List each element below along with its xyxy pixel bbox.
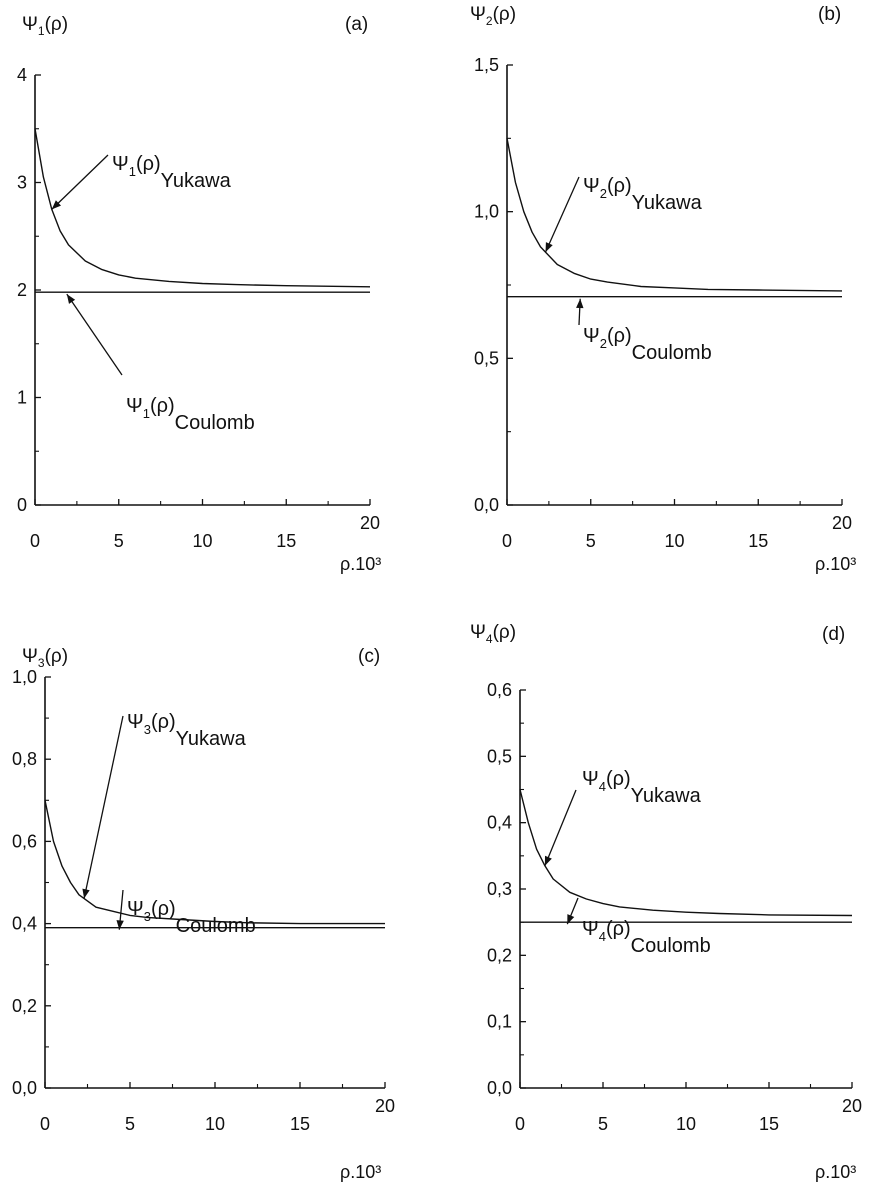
arrow-head xyxy=(82,888,90,899)
annotation-yukawa: Ψ2(ρ)Yukawa xyxy=(583,175,703,214)
chart-panel-b: 0,0 0,5 1,0 1,5 0 5 10 15 20 Ψ2(ρ) (b) ρ.10³ Ψ2(ρ)Yu… xyxy=(470,4,856,574)
x-axis-label: ρ.10³ xyxy=(340,1162,381,1182)
y-tick-label: 0,1 xyxy=(487,1012,512,1032)
annotation-arrow xyxy=(51,154,109,210)
x-tick-label: 15 xyxy=(290,1114,310,1134)
x-tick-label: 5 xyxy=(114,531,124,551)
y-tick-label: 0,2 xyxy=(12,996,37,1016)
x-tick-label: 20 xyxy=(832,513,852,533)
y-tick-label: 0,8 xyxy=(12,749,37,769)
annotation-yukawa: Ψ3(ρ)Yukawa xyxy=(127,711,247,750)
arrow-head xyxy=(544,855,552,866)
annotation-coulomb: Ψ1(ρ)Coulomb xyxy=(126,395,255,434)
y-axis-label: Ψ1(ρ) xyxy=(22,14,68,38)
annotation-arrow xyxy=(544,789,577,867)
y-tick-label: 0,5 xyxy=(487,746,512,766)
annotation-coulomb: Ψ4(ρ)Coulomb xyxy=(582,918,711,957)
annotation-yukawa: Ψ1(ρ)Yukawa xyxy=(112,153,232,192)
arrow-head xyxy=(567,914,575,925)
series-line-yukawa xyxy=(34,128,371,288)
y-tick-label: 0 xyxy=(17,495,27,515)
y-tick-label: 1 xyxy=(17,388,27,408)
arrow-head xyxy=(51,200,62,210)
y-tick-label: 0,4 xyxy=(12,914,37,934)
y-tick-label: 1,0 xyxy=(474,202,499,222)
x-tick-label: 10 xyxy=(664,531,684,551)
panel-label: (b) xyxy=(818,4,841,25)
x-tick-label: 10 xyxy=(205,1114,225,1134)
y-tick-label: 0,0 xyxy=(12,1078,37,1098)
panel-label: (d) xyxy=(822,624,845,645)
y-tick-label: 4 xyxy=(17,65,27,85)
y-tick-label: 0,5 xyxy=(474,348,499,368)
annotation-arrow xyxy=(83,715,124,899)
annotation-arrow xyxy=(66,293,123,376)
y-tick-label: 0,0 xyxy=(487,1078,512,1098)
x-tick-label: 15 xyxy=(276,531,296,551)
x-axis-label: ρ.10³ xyxy=(815,1162,856,1182)
x-tick-label: 10 xyxy=(192,531,212,551)
x-tick-label: 0 xyxy=(515,1114,525,1134)
x-tick-label: 15 xyxy=(748,531,768,551)
arrow-head xyxy=(116,920,124,930)
annotation-coulomb: Ψ3(ρ)Coulomb xyxy=(127,898,256,937)
chart-panel-a: 0 1 2 3 4 0 5 10 15 20 Ψ1(ρ) (a) ρ.10³ Ψ1(ρ)Yukawa Ψ1(… xyxy=(17,14,381,574)
series-line-yukawa xyxy=(44,800,385,925)
y-tick-label: 0,3 xyxy=(487,879,512,899)
x-tick-label: 20 xyxy=(842,1096,862,1116)
y-tick-label: 1,5 xyxy=(474,55,499,75)
panel-label: (c) xyxy=(358,646,380,667)
y-axis-label: Ψ3(ρ) xyxy=(22,646,68,670)
y-axis-label: Ψ4(ρ) xyxy=(470,622,516,646)
y-tick-label: 2 xyxy=(17,280,27,300)
x-tick-label: 20 xyxy=(375,1096,395,1116)
x-axis-label: ρ.10³ xyxy=(815,554,856,574)
y-tick-label: 0,4 xyxy=(487,813,512,833)
y-tick-label: 1,0 xyxy=(12,667,37,687)
annotation-arrow xyxy=(544,176,580,253)
x-tick-label: 0 xyxy=(40,1114,50,1134)
y-tick-label: 0,2 xyxy=(487,945,512,965)
y-tick-label: 0,0 xyxy=(474,495,499,515)
y-axis-label: Ψ2(ρ) xyxy=(470,4,516,28)
x-tick-label: 0 xyxy=(30,531,40,551)
series-line-yukawa xyxy=(506,138,843,292)
series-line-yukawa xyxy=(519,789,853,917)
arrow-head xyxy=(576,298,584,309)
annotation-coulomb: Ψ2(ρ)Coulomb xyxy=(583,325,712,364)
x-tick-label: 10 xyxy=(676,1114,696,1134)
chart-panel-d: 0,0 0,1 0,2 0,3 0,4 0,5 0,6 0 5 10 15 20 Ψ4(ρ) (d) ρ.1… xyxy=(470,622,862,1182)
y-tick-label: 0,6 xyxy=(12,831,37,851)
x-tick-label: 15 xyxy=(759,1114,779,1134)
x-axis-label: ρ.10³ xyxy=(340,554,381,574)
arrow-head xyxy=(545,242,553,253)
x-tick-label: 5 xyxy=(125,1114,135,1134)
x-tick-label: 5 xyxy=(586,531,596,551)
panel-label: (a) xyxy=(345,14,368,35)
chart-panel-c: 0,0 0,2 0,4 0,6 0,8 1,0 0 5 10 15 20 Ψ3(ρ) (c) ρ.10³ Ψ… xyxy=(12,646,395,1182)
x-tick-label: 20 xyxy=(360,513,380,533)
y-tick-label: 3 xyxy=(17,173,27,193)
x-tick-label: 0 xyxy=(502,531,512,551)
annotation-yukawa: Ψ4(ρ)Yukawa xyxy=(582,768,702,807)
arrow-head xyxy=(66,294,76,304)
y-tick-label: 0,6 xyxy=(487,680,512,700)
x-tick-label: 5 xyxy=(598,1114,608,1134)
